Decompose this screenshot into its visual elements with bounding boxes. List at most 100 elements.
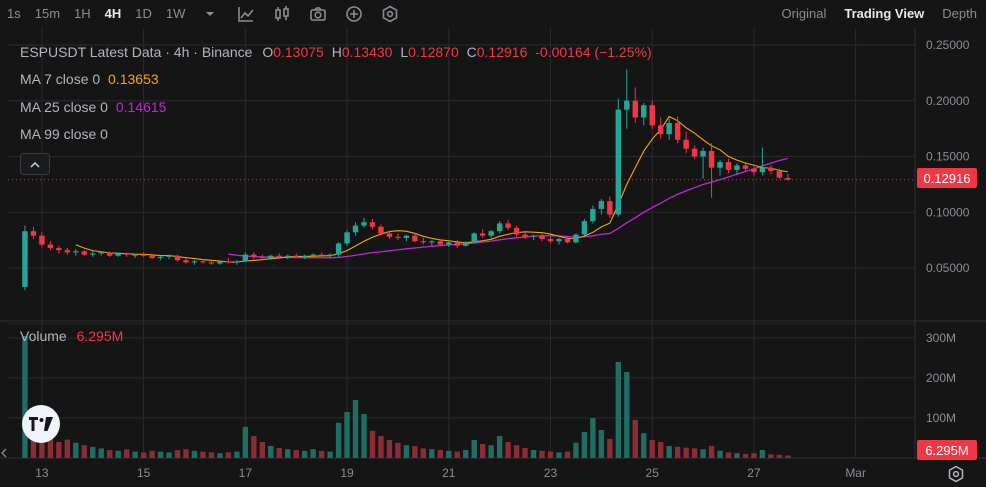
candle-body xyxy=(327,254,333,256)
candle-body xyxy=(496,223,503,232)
candle-body xyxy=(149,255,155,258)
candle-body xyxy=(666,123,672,135)
candle-body xyxy=(751,168,757,173)
last-volume-tag: 6.295M xyxy=(917,440,977,460)
volume-bar xyxy=(310,449,316,458)
volume-bar xyxy=(327,451,333,458)
candle-body xyxy=(471,233,477,243)
candle-body xyxy=(30,231,37,236)
volume-bar xyxy=(683,447,689,458)
volume-bar xyxy=(234,451,240,458)
candle-body xyxy=(157,256,164,258)
ohlc-values: O0.13075 H0.13430 L0.12870 C0.12916 -0.0… xyxy=(262,44,651,60)
volume-bar xyxy=(751,453,757,458)
time-tick-label: 19 xyxy=(340,466,354,480)
view-trading-view[interactable]: Trading View xyxy=(844,6,925,21)
candle-body xyxy=(759,167,766,173)
volume-bar xyxy=(581,432,588,458)
candle-body xyxy=(624,100,630,110)
volume-bar xyxy=(632,420,638,458)
candle-body xyxy=(674,123,681,140)
volume-bar xyxy=(674,446,681,458)
volume-bar xyxy=(776,454,783,458)
timeframe-4h[interactable]: 4H xyxy=(104,6,122,21)
volume-value: 6.295M xyxy=(76,328,124,344)
candle-body xyxy=(573,234,579,243)
volume-bar xyxy=(573,442,579,458)
volume-bar xyxy=(658,442,664,458)
volume-bar xyxy=(90,446,96,458)
candle-body xyxy=(386,233,393,237)
candle-body xyxy=(658,125,664,135)
candle-body xyxy=(683,139,689,149)
settings-icon[interactable] xyxy=(944,463,968,485)
chevron-down-icon[interactable] xyxy=(199,3,221,25)
ma7-value: 0.13653 xyxy=(108,71,159,87)
chevron-up-icon xyxy=(30,161,40,168)
timeframe-1d[interactable]: 1D xyxy=(135,6,152,21)
tradingview-logo[interactable] xyxy=(22,405,60,443)
toolbar: 1s 15m 1H 4H 1D 1W Original Trading View… xyxy=(0,0,986,28)
candle-body xyxy=(700,150,706,157)
candle-body xyxy=(581,221,588,235)
volume-bar xyxy=(39,436,45,458)
volume-bar xyxy=(149,450,155,458)
camera-icon[interactable] xyxy=(307,3,329,25)
candle-body xyxy=(183,260,189,263)
change-value: -0.00164 (−1.25%) xyxy=(535,44,652,60)
indicator-icon[interactable] xyxy=(379,3,401,25)
price-chart[interactable]: 0.25000 0.20000 0.15000 0.10000 0.05000 300M 2… xyxy=(0,28,986,487)
plus-circle-icon[interactable] xyxy=(343,3,365,25)
candle-body xyxy=(242,254,249,262)
volume-bar xyxy=(318,450,325,458)
high-key: H xyxy=(331,44,342,60)
volume-bar xyxy=(276,448,282,458)
view-depth[interactable]: Depth xyxy=(942,6,977,21)
volume-bar xyxy=(225,452,232,458)
collapse-legend-button[interactable] xyxy=(20,153,50,175)
candle-body xyxy=(598,201,605,209)
timeframe-1h[interactable]: 1H xyxy=(74,6,91,21)
view-switcher: Original Trading View Depth xyxy=(773,0,986,28)
volume-bar xyxy=(200,451,206,458)
ma25-line xyxy=(228,157,789,259)
volume-bar xyxy=(352,400,359,458)
time-tick-label: 23 xyxy=(544,466,558,480)
time-tick-label: 17 xyxy=(239,466,253,480)
candles-icon[interactable] xyxy=(271,3,293,25)
candle-body xyxy=(318,254,325,256)
volume-bar xyxy=(454,451,460,458)
volume-bar xyxy=(361,414,367,458)
volume-bar xyxy=(259,442,265,458)
volume-bar xyxy=(386,440,393,458)
candle-body xyxy=(734,165,740,170)
volume-tick-label: 200M xyxy=(926,371,956,385)
price-tick-label: 0.15000 xyxy=(926,150,970,164)
candle-body xyxy=(361,222,367,226)
timeframe-1s[interactable]: 1s xyxy=(7,6,21,21)
volume-bar xyxy=(700,449,706,458)
volume-bar xyxy=(742,454,749,458)
chart-type-icon[interactable] xyxy=(235,3,257,25)
candle-body xyxy=(505,223,511,228)
candle-body xyxy=(691,148,698,157)
timeframe-15m[interactable]: 15m xyxy=(34,6,61,21)
volume-bar xyxy=(251,436,257,458)
volume-bar xyxy=(624,372,630,458)
candle-body xyxy=(463,242,469,246)
candle-body xyxy=(115,253,121,256)
scroll-left-icon[interactable] xyxy=(0,446,8,460)
view-original[interactable]: Original xyxy=(781,6,827,21)
candle-body xyxy=(98,252,104,254)
candle-body xyxy=(276,255,282,257)
candle-body xyxy=(412,235,418,242)
time-tick-label: 27 xyxy=(747,466,761,480)
candle-body xyxy=(395,236,401,238)
volume-bar xyxy=(115,450,121,458)
volume-bar xyxy=(505,442,511,458)
candle-body xyxy=(513,227,520,235)
candle-body xyxy=(742,165,749,169)
low-value: 0.12870 xyxy=(408,44,459,60)
timeframe-1w[interactable]: 1W xyxy=(165,6,186,21)
candle-body xyxy=(530,235,537,237)
